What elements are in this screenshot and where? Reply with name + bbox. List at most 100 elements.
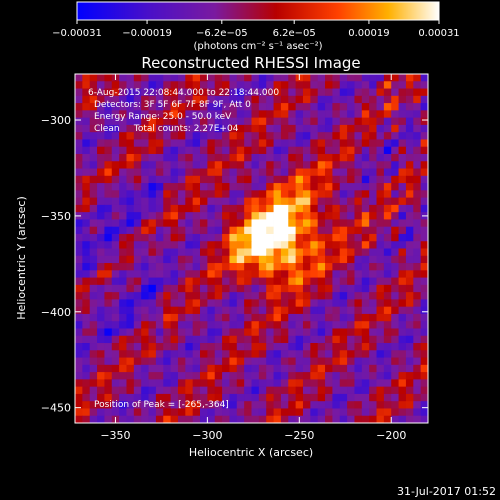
heatmap-cell — [376, 335, 385, 344]
heatmap-cell — [97, 146, 105, 155]
heatmap-cell — [163, 313, 171, 322]
heatmap-cell — [222, 190, 230, 198]
heatmap-cell — [82, 124, 91, 133]
heatmap-cell — [229, 292, 238, 300]
heatmap-cell — [236, 204, 245, 213]
heatmap-cell — [111, 255, 120, 264]
heatmap-cell — [244, 110, 252, 119]
heatmap-cell — [126, 103, 135, 111]
heatmap-cell — [185, 313, 194, 322]
heatmap-cell — [244, 313, 252, 322]
heatmap-cell — [332, 153, 341, 162]
heatmap-cell — [258, 226, 267, 235]
heatmap-cell — [222, 110, 230, 119]
heatmap-cell — [325, 343, 333, 351]
heatmap-cell — [266, 401, 274, 409]
heatmap-cell — [222, 88, 230, 97]
heatmap-cell — [332, 175, 341, 184]
heatmap-cell — [347, 204, 355, 213]
heatmap-cell — [89, 415, 98, 423]
heatmap-cell — [155, 393, 164, 402]
heatmap-cell — [361, 292, 370, 300]
heatmap-cell — [405, 277, 414, 286]
heatmap-cell — [273, 292, 282, 300]
heatmap-cell — [369, 88, 377, 97]
heatmap-cell — [170, 415, 179, 423]
heatmap-cell — [82, 161, 91, 169]
heatmap-cell — [126, 255, 135, 264]
heatmap-cell — [347, 81, 355, 89]
heatmap-cell — [413, 379, 422, 388]
heatmap-cell — [200, 299, 208, 308]
heatmap-cell — [310, 401, 319, 409]
heatmap-cell — [317, 219, 326, 228]
heatmap-cell — [207, 299, 216, 308]
heatmap-cell — [97, 241, 105, 249]
heatmap-cell — [82, 248, 91, 257]
heatmap-cell — [325, 190, 333, 198]
heatmap-cell — [119, 124, 127, 133]
heatmap-cell — [97, 212, 105, 220]
heatmap-cell — [266, 190, 274, 198]
heatmap-cell — [288, 357, 297, 366]
heatmap-cell — [155, 328, 164, 337]
heatmap-cell — [405, 393, 414, 402]
heatmap-cell — [325, 197, 333, 206]
heatmap-cell — [317, 350, 326, 358]
heatmap-cell — [398, 139, 407, 148]
heatmap-cell — [266, 117, 274, 126]
heatmap-cell — [383, 343, 392, 351]
heatmap-cell — [133, 153, 142, 162]
heatmap-cell — [207, 183, 216, 191]
heatmap-cell — [310, 350, 319, 358]
heatmap-cell — [163, 103, 171, 111]
heatmap-cell — [420, 393, 428, 402]
heatmap-cell — [420, 233, 428, 242]
heatmap-cell — [339, 183, 348, 191]
heatmap-cell — [214, 306, 223, 315]
heatmap-cell — [148, 226, 157, 235]
heatmap-cell — [111, 263, 120, 271]
heatmap-cell — [229, 233, 238, 242]
heatmap-cell — [97, 299, 105, 308]
heatmap-cell — [391, 226, 399, 235]
heatmap-cell — [148, 350, 157, 358]
heatmap-cell — [111, 241, 120, 249]
heatmap-cell — [133, 161, 142, 169]
heatmap-cell — [347, 299, 355, 308]
heatmap-cell — [391, 124, 399, 133]
heatmap-cell — [200, 379, 208, 388]
heatmap-cell — [376, 372, 385, 380]
heatmap-cell — [266, 168, 274, 177]
heatmap-cell — [332, 183, 341, 191]
heatmap-cell — [170, 212, 179, 220]
heatmap-cell — [229, 139, 238, 148]
heatmap-cell — [405, 190, 414, 198]
heatmap-cell — [222, 393, 230, 402]
heatmap-cell — [185, 161, 194, 169]
heatmap-cell — [89, 81, 98, 89]
heatmap-cell — [295, 372, 304, 380]
heatmap-cell — [288, 241, 297, 249]
heatmap-cell — [222, 408, 230, 417]
y-tick-label: −400 — [41, 306, 71, 319]
heatmap-cell — [383, 117, 392, 126]
heatmap-cell — [332, 386, 341, 395]
heatmap-cell — [376, 233, 385, 242]
heatmap-cell — [325, 153, 333, 162]
heatmap-cell — [111, 233, 120, 242]
heatmap-cell — [214, 233, 223, 242]
heatmap-cell — [244, 270, 252, 278]
heatmap-cell — [398, 401, 407, 409]
heatmap-cell — [280, 270, 289, 278]
heatmap-cell — [288, 161, 297, 169]
heatmap-cell — [97, 124, 105, 133]
heatmap-cell — [413, 343, 422, 351]
heatmap-cell — [258, 88, 267, 97]
heatmap-cell — [280, 103, 289, 111]
heatmap-cell — [133, 117, 142, 126]
heatmap-cell — [266, 292, 274, 300]
heatmap-cell — [332, 117, 341, 126]
heatmap-cell — [310, 306, 319, 315]
heatmap-cell — [111, 299, 120, 308]
